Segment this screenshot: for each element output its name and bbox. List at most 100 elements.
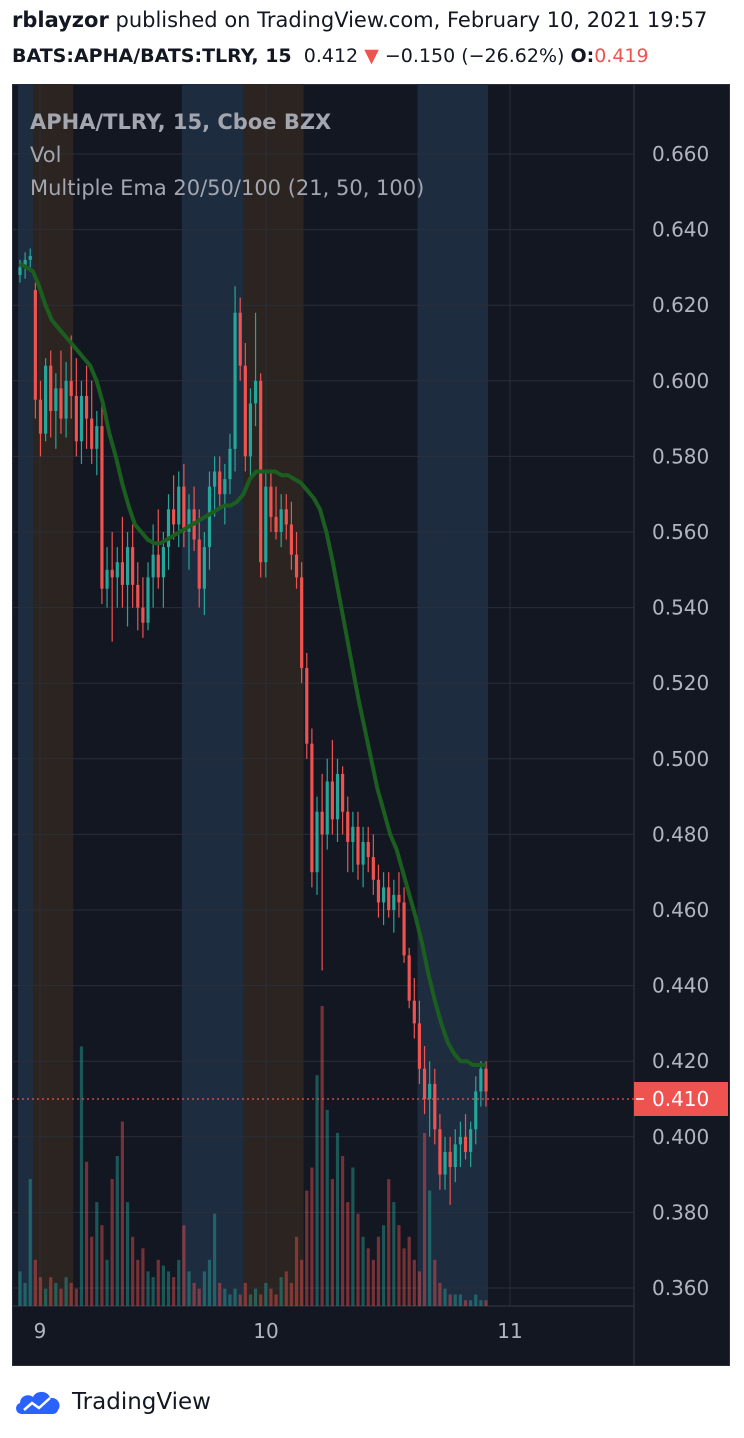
x-tick-label: 11 <box>497 1319 522 1343</box>
y-tick-label: 0.440 <box>652 974 709 998</box>
volume-bar <box>310 1167 314 1306</box>
symbol-line: BATS:APHA/BATS:TLRY, 15 0.412 ▼ −0.150 (… <box>12 45 649 67</box>
candle-body <box>38 399 43 434</box>
candle-body <box>23 259 27 268</box>
last-price-tag <box>634 1082 728 1116</box>
candle-body <box>146 577 150 623</box>
candle-body <box>381 887 386 903</box>
candle-body <box>213 471 217 487</box>
volume-bar <box>28 1179 32 1306</box>
volume-bar <box>166 1271 171 1306</box>
volume-bar <box>172 1277 176 1306</box>
candle-body <box>300 577 304 669</box>
candle-body <box>187 509 191 532</box>
y-tick-label: 0.560 <box>652 520 709 544</box>
candle-body <box>438 1129 442 1175</box>
candle-body <box>151 554 155 578</box>
volume-bar <box>407 1236 411 1306</box>
volume-bar <box>187 1271 191 1306</box>
candle-body <box>428 1083 432 1099</box>
volume-bar <box>289 1282 293 1306</box>
volume-bar <box>228 1294 232 1306</box>
candle-body <box>238 312 242 366</box>
volume-bar <box>264 1282 268 1306</box>
candle-body <box>407 955 411 1001</box>
volume-bar <box>105 1259 109 1306</box>
volume-bar <box>356 1213 360 1306</box>
volume-bar <box>95 1202 99 1306</box>
candle-body <box>346 811 350 842</box>
volume-bar <box>131 1236 135 1306</box>
candle-body <box>166 509 171 548</box>
candle-body <box>484 1068 488 1092</box>
candle-body <box>207 486 212 548</box>
candle-body <box>18 267 22 275</box>
brand-name: TradingView <box>72 1389 211 1415</box>
volume-bar <box>218 1282 222 1306</box>
candle-body <box>125 547 130 585</box>
y-tick-label: 0.600 <box>652 369 709 393</box>
price-change: −0.150 (−26.62%) <box>384 45 565 67</box>
price-chart[interactable]: 0.660 0.640 0.620 0.600 0.580 0.560 0.540 0.520… <box>12 84 730 1366</box>
candle-body <box>105 569 109 589</box>
published-text: published on TradingView.com, February 1… <box>115 8 708 32</box>
volume-bar <box>274 1294 278 1306</box>
candle-body <box>448 1151 452 1168</box>
candle-body <box>269 486 273 517</box>
chart-panel[interactable] <box>12 84 730 1366</box>
session-shading-4 <box>417 84 488 1306</box>
candle-body <box>315 811 319 873</box>
candle-body <box>412 1000 416 1024</box>
candle-body <box>59 388 63 419</box>
candle-body <box>320 811 324 835</box>
volume-bar <box>207 1259 212 1306</box>
candle-body <box>218 471 222 495</box>
volume-bar <box>59 1288 63 1306</box>
candle-body <box>28 256 32 260</box>
volume-bar <box>54 1282 58 1306</box>
volume-bar <box>161 1265 165 1306</box>
volume-bar <box>458 1294 462 1306</box>
y-tick-label: 0.380 <box>652 1200 709 1224</box>
volume-bar <box>269 1288 273 1306</box>
y-tick-label: 0.480 <box>652 822 709 846</box>
candle-body <box>310 743 314 873</box>
candle-body <box>54 388 58 412</box>
x-tick-label: 9 <box>34 1319 47 1343</box>
candle-body <box>294 554 299 578</box>
volume-bar <box>422 1132 427 1306</box>
tradingview-brand[interactable]: TradingView <box>12 1386 211 1418</box>
y-tick-label: 0.660 <box>652 142 709 166</box>
volume-bar <box>330 1179 334 1306</box>
tradingview-cloud-icon <box>16 1391 60 1414</box>
candle-body <box>79 395 84 442</box>
candle-body <box>284 509 288 525</box>
candle-body <box>136 584 140 608</box>
volume-bar <box>320 1006 324 1306</box>
y-tick-label: 0.520 <box>652 671 709 695</box>
volume-bar <box>238 1294 242 1306</box>
volume-bar <box>381 1225 386 1306</box>
volume-bar <box>18 1271 22 1306</box>
author-name[interactable]: rblayzor <box>12 8 109 32</box>
candle-body <box>64 380 68 419</box>
volume-bar <box>192 1282 196 1306</box>
candle-body <box>120 562 125 585</box>
volume-bar <box>64 1277 68 1306</box>
volume-bar <box>392 1202 396 1306</box>
y-tick-label: 0.420 <box>652 1049 709 1073</box>
candle-body <box>243 365 247 457</box>
volume-bar <box>315 1075 319 1306</box>
candle-body <box>356 826 360 865</box>
volume-bar <box>351 1167 355 1306</box>
candle-body <box>469 1129 473 1152</box>
candle-body <box>463 1136 468 1152</box>
candle-body <box>458 1136 462 1145</box>
volume-bar <box>325 1109 329 1306</box>
volume-bar <box>44 1288 48 1306</box>
volume-bar <box>346 1202 350 1306</box>
candle-body <box>131 547 135 585</box>
candle-body <box>361 841 365 865</box>
last-price-label: 0.410 <box>652 1087 709 1111</box>
y-tick-label: 0.580 <box>652 444 709 468</box>
